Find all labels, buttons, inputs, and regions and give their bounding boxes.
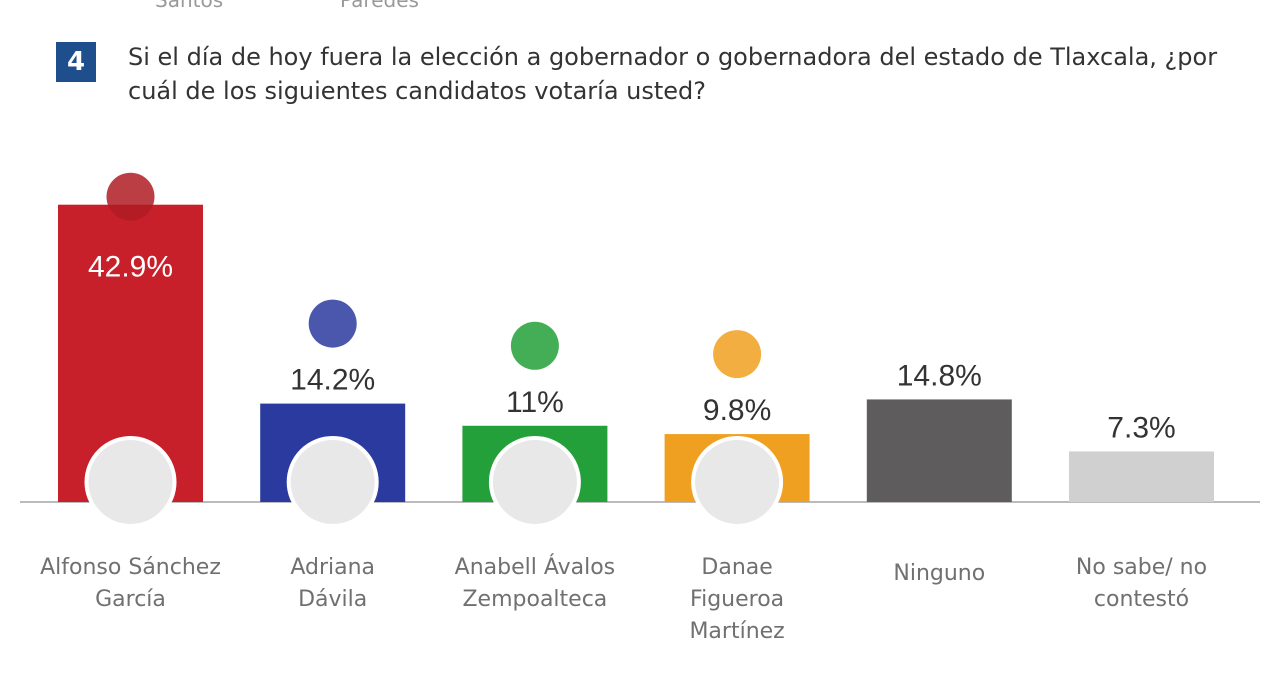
value-label: 42.9% bbox=[88, 251, 173, 284]
cut-label: Santos bbox=[155, 0, 224, 12]
category-label: Anabell Ávalos Zempoalteca bbox=[454, 555, 616, 612]
party-logo bbox=[308, 299, 357, 348]
party-logo bbox=[106, 172, 155, 221]
candidate-photo bbox=[488, 436, 581, 528]
value-label: 14.2% bbox=[290, 364, 375, 397]
candidate-photo bbox=[84, 436, 177, 528]
candidate-photo bbox=[286, 436, 379, 528]
category-label: Alfonso Sánchez García bbox=[40, 555, 221, 612]
value-label: 7.3% bbox=[1107, 411, 1175, 444]
question-number: 4 bbox=[56, 42, 96, 82]
question-text: Si el día de hoy fuera la elección a gob… bbox=[128, 43, 1218, 105]
category-label: Danae Figueroa Martínez bbox=[689, 555, 785, 644]
value-label: 11% bbox=[506, 386, 564, 419]
candidate-photo bbox=[691, 436, 784, 528]
bar bbox=[1069, 451, 1214, 502]
value-label: 14.8% bbox=[897, 359, 982, 392]
cut-label: Paredes bbox=[340, 0, 419, 12]
party-logo bbox=[510, 321, 559, 370]
category-label: No sabe/ no contestó bbox=[1075, 555, 1208, 612]
bar bbox=[866, 399, 1012, 502]
category-label: Ninguno bbox=[893, 561, 986, 586]
category-label: Adriana Dávila bbox=[290, 555, 376, 612]
value-label: 9.8% bbox=[703, 394, 771, 427]
party-logo bbox=[713, 330, 762, 379]
